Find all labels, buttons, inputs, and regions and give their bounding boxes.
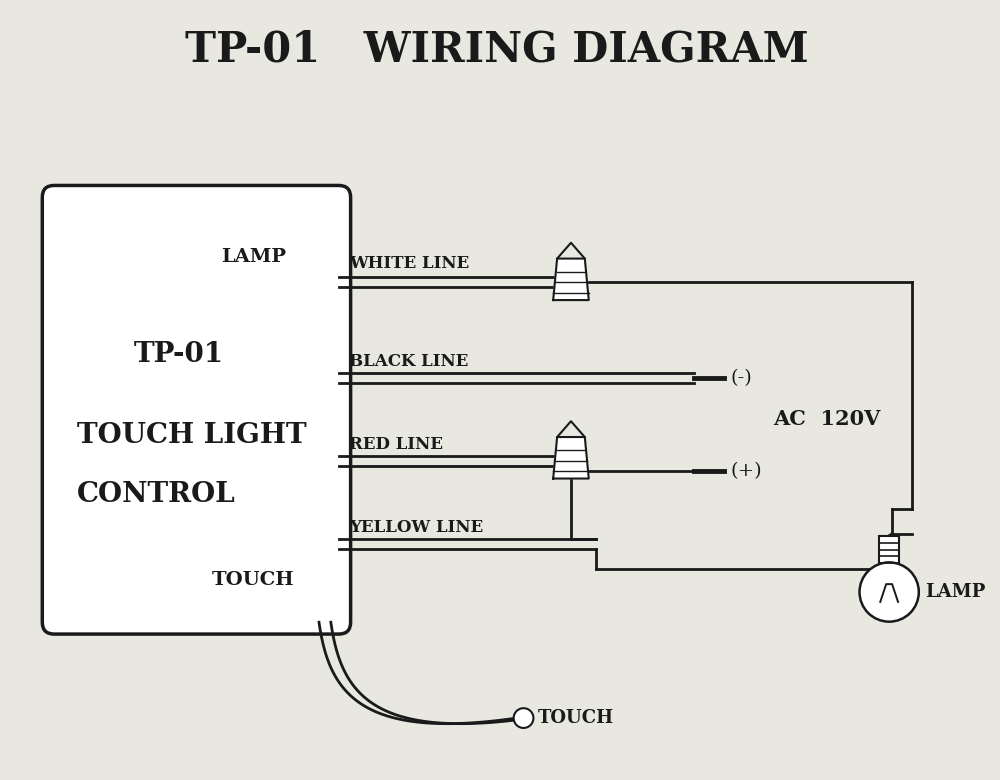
Text: (+): (+) <box>730 462 762 480</box>
Polygon shape <box>553 259 589 300</box>
Polygon shape <box>553 437 589 479</box>
Text: CONTROL: CONTROL <box>77 481 236 509</box>
Circle shape <box>860 562 919 622</box>
Text: TOUCH LIGHT: TOUCH LIGHT <box>77 422 307 448</box>
Text: TOUCH: TOUCH <box>537 709 613 727</box>
Bar <box>879 536 899 567</box>
Text: LAMP: LAMP <box>925 583 985 601</box>
Text: BLACK LINE: BLACK LINE <box>349 353 468 370</box>
Text: TOUCH: TOUCH <box>212 571 295 589</box>
Text: TP-01: TP-01 <box>134 341 224 368</box>
Text: RED LINE: RED LINE <box>349 436 443 453</box>
Text: YELLOW LINE: YELLOW LINE <box>349 519 483 536</box>
Text: LAMP: LAMP <box>221 248 286 266</box>
Text: (-): (-) <box>730 369 752 387</box>
Circle shape <box>514 708 533 728</box>
Text: WHITE LINE: WHITE LINE <box>349 255 469 272</box>
Text: AC  120V: AC 120V <box>774 410 881 429</box>
FancyBboxPatch shape <box>42 186 351 634</box>
Text: TP-01   WIRING DIAGRAM: TP-01 WIRING DIAGRAM <box>185 28 809 70</box>
